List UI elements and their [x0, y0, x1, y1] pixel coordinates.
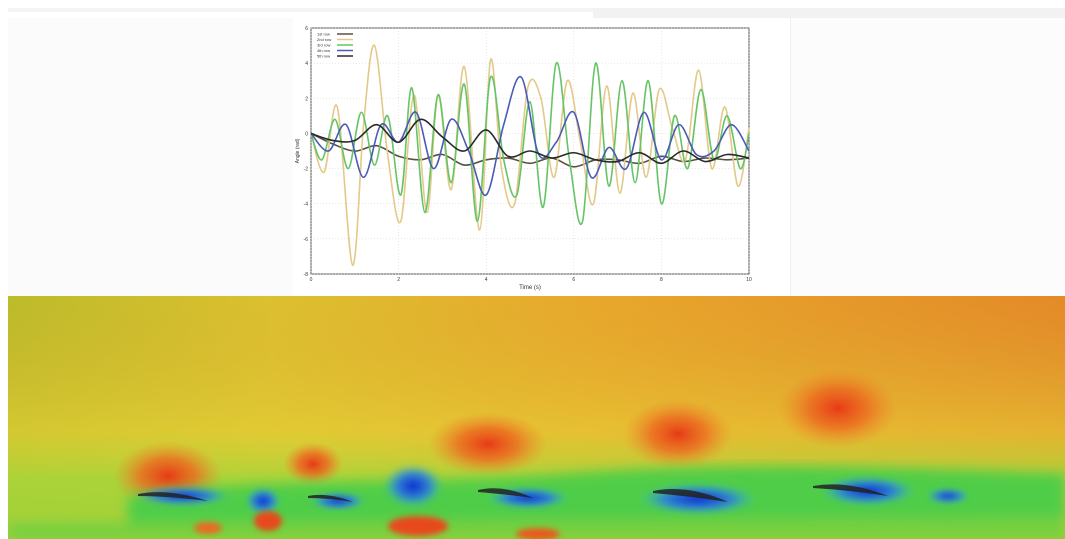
high-pressure-zone [778, 368, 898, 448]
top-edge-shadow-right [593, 8, 1065, 18]
x-tick-label: 2 [397, 277, 400, 283]
y-tick-labels: 6 4 2 0 -2 -4 -6 -8 [304, 26, 309, 278]
line-chart-panel: 6 4 2 0 -2 -4 -6 -8 0 2 4 6 8 10 1st row 2nd row 3rd r… [293, 18, 779, 292]
y-tick-label: -6 [304, 237, 309, 243]
x-axis-label: Time (s) [519, 285, 541, 291]
x-tick-label: 10 [746, 277, 752, 283]
legend-label: 5th row [317, 54, 330, 59]
right-blank-panel [790, 18, 1065, 296]
y-axis-label: Angle (rad) [295, 138, 301, 163]
y-tick-label: 6 [305, 26, 308, 32]
x-tick-label: 8 [660, 277, 663, 283]
legend-label: 3rd row [317, 43, 330, 48]
y-tick-label: 0 [305, 131, 308, 137]
left-blank-panel [8, 18, 293, 296]
top-edge-shadow-left [8, 8, 593, 12]
series-lines [310, 44, 750, 267]
y-tick-label: 2 [305, 96, 308, 102]
x-tick-labels: 0 2 4 6 8 10 [310, 277, 752, 283]
series-line-1 [310, 132, 750, 168]
y-tick-label: -4 [304, 202, 309, 208]
x-tick-label: 6 [572, 277, 575, 283]
high-pressure-zone [428, 412, 548, 476]
airfoil-row [138, 484, 888, 502]
legend-label: 2nd row [317, 37, 331, 42]
x-tick-label: 4 [485, 277, 488, 283]
y-tick-label: -8 [304, 272, 309, 278]
pressure-contour-image [8, 296, 1065, 539]
high-pressure-zone [283, 442, 343, 486]
chart-gap-strip [779, 18, 790, 296]
wake-pressure-patches [194, 511, 560, 539]
x-tick-label: 0 [310, 277, 313, 283]
high-pressure-zone [623, 399, 733, 469]
y-tick-label: -2 [304, 167, 309, 173]
cfd-pressure-field [8, 296, 1065, 539]
series-line-4 [310, 76, 750, 196]
series-line-5 [310, 118, 750, 165]
legend-label: 1st row [317, 32, 330, 37]
legend-label: 4th row [317, 48, 330, 53]
series-line-2 [310, 44, 750, 267]
grid-lines [310, 27, 750, 275]
series-line-3 [310, 62, 750, 225]
y-tick-label: 4 [305, 61, 308, 67]
